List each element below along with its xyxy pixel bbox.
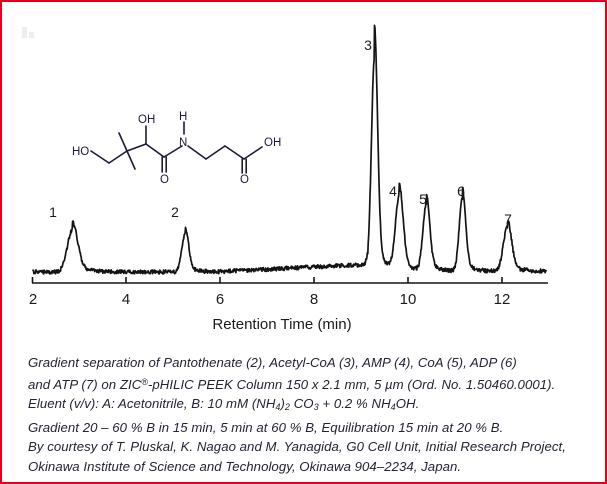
- caption-line-1: Gradient separation of Pantothenate (2),…: [28, 355, 517, 370]
- x-axis: [31, 277, 548, 284]
- subscript-2: 2: [284, 402, 290, 413]
- chromatogram-plot: 1 2 3 4 5 6 7: [2, 2, 605, 302]
- x-tick-label-12: 12: [493, 291, 511, 308]
- atom-label-OH-carboxyl: OH: [264, 137, 281, 149]
- peak-label-6: 6: [457, 183, 465, 199]
- x-axis-title: Retention Time (min): [212, 316, 352, 333]
- corner-artifact: [22, 27, 34, 38]
- caption-line-3-d: + 0.2 % NH: [318, 396, 391, 412]
- caption-line-3-b: ): [280, 396, 285, 412]
- x-tick-label-6: 6: [215, 291, 225, 308]
- caption-line-4: Gradient 20 – 60 % B in 15 min, 5 min at…: [28, 419, 504, 435]
- peak-label-5: 5: [419, 191, 427, 207]
- pantothenate-structure-diagram: HO OH H N O O OH: [72, 111, 281, 184]
- atom-label-HO: HO: [72, 146, 89, 158]
- atom-label-N: N: [179, 137, 187, 149]
- x-tick-label-2: 2: [28, 291, 38, 308]
- caption-line-2-a: and ATP (7) on ZIC: [28, 376, 142, 392]
- atom-label-H: H: [179, 111, 187, 123]
- subscript-nh4-1: 4: [275, 402, 281, 413]
- subscript-nh4-2: 4: [390, 402, 396, 413]
- registered-mark: ®: [141, 376, 148, 387]
- signal-trace: [32, 24, 547, 275]
- caption-line-3-e: OH.: [395, 396, 420, 412]
- atom-label-O-amide: O: [160, 174, 169, 184]
- peak-label-3: 3: [364, 37, 372, 53]
- caption-line-5: By courtesy of T. Pluskal, K. Nagao and …: [28, 439, 566, 455]
- atom-label-O-carboxyl: O: [240, 174, 249, 184]
- peak-label-7: 7: [504, 211, 512, 227]
- peak-label-4: 4: [389, 183, 397, 199]
- figure-caption: Gradient separation of Pantothenate (2),…: [28, 353, 588, 477]
- x-tick-label-4: 4: [121, 291, 131, 308]
- caption-line-2-b: -pHILIC PEEK Column 150 x 2.1 mm, 5 µm (…: [147, 376, 556, 392]
- x-tick-label-8: 8: [309, 291, 319, 308]
- caption-line-3-c: CO: [289, 396, 314, 412]
- caption-line-2: and ATP (7) on ZIC®-pHILIC PEEK Column 1…: [28, 373, 588, 395]
- subscript-co3: 3: [313, 402, 319, 413]
- peak-label-2: 2: [171, 204, 179, 220]
- caption-line-6: Okinawa Institute of Science and Technol…: [28, 458, 462, 474]
- x-tick-label-10: 10: [399, 291, 417, 308]
- peak-label-1: 1: [49, 204, 57, 220]
- caption-line-3: Eluent (v/v): A: Acetonitrile, B: 10 mM …: [28, 394, 588, 418]
- atom-label-OH-hydroxyl: OH: [138, 114, 155, 126]
- chromatogram-trace: [32, 24, 547, 275]
- caption-line-3-a: Eluent (v/v): A: Acetonitrile, B: 10 mM …: [28, 396, 276, 412]
